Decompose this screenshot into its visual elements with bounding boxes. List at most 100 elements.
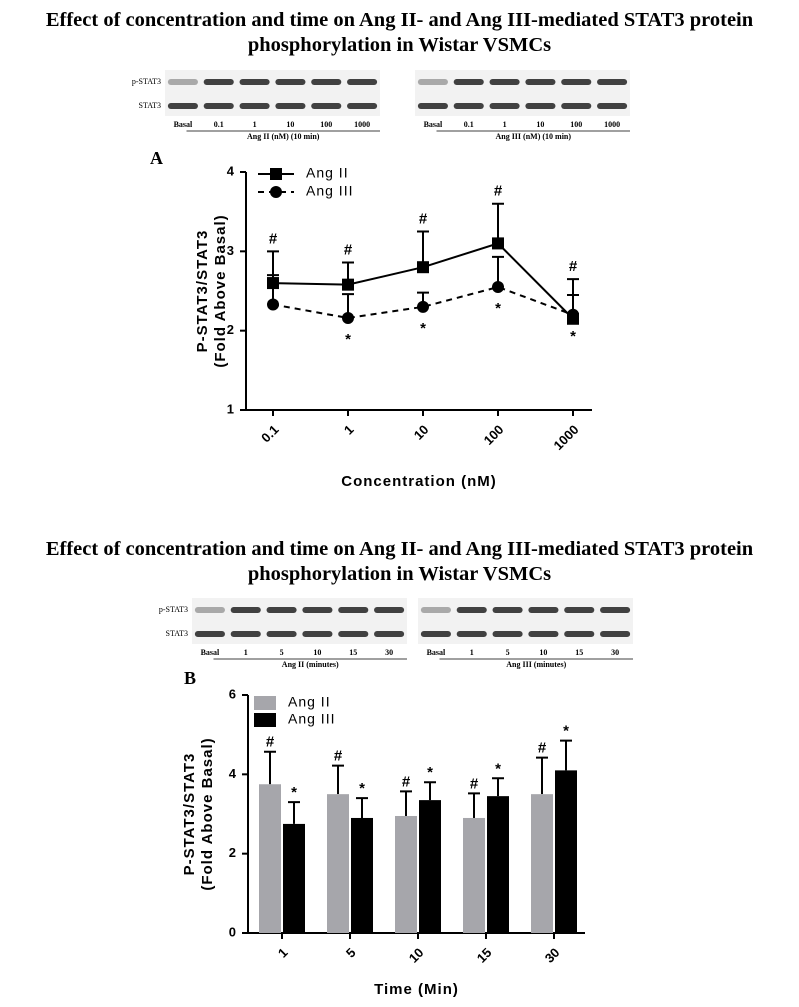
bar bbox=[555, 770, 577, 933]
blot-band bbox=[453, 103, 484, 109]
error-bar bbox=[332, 764, 344, 795]
bar bbox=[327, 794, 349, 933]
lane-label: 10 bbox=[313, 648, 321, 657]
annotation: * bbox=[420, 320, 426, 337]
blot-band bbox=[266, 607, 297, 613]
blot-band bbox=[561, 79, 592, 85]
marker bbox=[417, 300, 429, 313]
error-bar bbox=[400, 790, 412, 816]
y-tick-label: 1 bbox=[227, 401, 234, 416]
blot-band bbox=[194, 631, 225, 637]
annotation: * bbox=[291, 784, 297, 801]
y-tick-label: 4 bbox=[227, 163, 235, 178]
annotation: # bbox=[269, 230, 278, 247]
annotation: # bbox=[419, 210, 428, 227]
marker bbox=[342, 311, 354, 324]
error-bar bbox=[264, 750, 276, 785]
blot-band bbox=[239, 79, 270, 85]
lane-label: 1 bbox=[470, 648, 474, 657]
x-tick-label: 1 bbox=[341, 422, 357, 438]
blot-band bbox=[194, 607, 225, 613]
chart-title: Effect of concentration and time on Ang … bbox=[45, 538, 754, 585]
legend-marker bbox=[270, 186, 282, 198]
bar bbox=[283, 823, 305, 933]
bar bbox=[419, 800, 441, 933]
annotation: # bbox=[266, 734, 275, 751]
x-tick-label: 10 bbox=[406, 945, 427, 966]
error-bar bbox=[288, 801, 300, 824]
annotation: * bbox=[563, 723, 569, 740]
bar bbox=[351, 817, 373, 933]
lane-label: 0.1 bbox=[464, 120, 474, 129]
y-axis-label: (Fold Above Basal) bbox=[199, 737, 216, 890]
blot-band bbox=[230, 631, 261, 637]
lane-label: 15 bbox=[575, 648, 583, 657]
marker bbox=[342, 278, 354, 291]
blot-band bbox=[311, 103, 342, 109]
lane-label: 100 bbox=[320, 120, 332, 129]
lane-label: 30 bbox=[611, 648, 619, 657]
blot-band bbox=[167, 103, 198, 109]
blot-band bbox=[489, 103, 520, 109]
blot-background bbox=[165, 70, 380, 116]
row-label: p-STAT3 bbox=[159, 605, 188, 614]
line bbox=[272, 285, 574, 319]
lane-label: 1000 bbox=[604, 120, 620, 129]
blot-background bbox=[415, 70, 630, 116]
x-tick-label: 1 bbox=[275, 945, 291, 961]
bar bbox=[463, 817, 485, 933]
y-axis-label: P-STAT3/STAT3 bbox=[194, 230, 211, 353]
blot-band bbox=[600, 631, 631, 637]
panel-label: A bbox=[150, 148, 163, 168]
blot-band bbox=[600, 607, 631, 613]
blot-background bbox=[418, 598, 633, 644]
blot-band bbox=[525, 103, 556, 109]
marker bbox=[567, 308, 579, 321]
blot-band bbox=[492, 631, 523, 637]
row-label: STAT3 bbox=[166, 629, 188, 638]
error-bar bbox=[560, 739, 572, 771]
blot-band bbox=[417, 103, 448, 109]
legend-label: Ang II bbox=[306, 165, 349, 181]
x-tick-label: 5 bbox=[343, 945, 359, 961]
blot-band bbox=[347, 79, 378, 85]
blot-band bbox=[266, 631, 297, 637]
blot-caption: Ang II (nM) (10 min) bbox=[247, 132, 320, 141]
lane-label: 10 bbox=[539, 648, 547, 657]
blot-caption: Ang II (minutes) bbox=[282, 660, 339, 669]
error-bar bbox=[468, 792, 480, 818]
blot-band bbox=[456, 631, 487, 637]
marker bbox=[267, 298, 279, 311]
blot-band bbox=[453, 79, 484, 85]
lane-label: 1 bbox=[244, 648, 248, 657]
blot-band bbox=[597, 79, 628, 85]
error-bar bbox=[492, 777, 504, 797]
blot-band bbox=[347, 103, 378, 109]
legend-label: Ang III bbox=[306, 183, 353, 199]
annotation: # bbox=[344, 241, 353, 258]
annotation: * bbox=[427, 764, 433, 781]
y-tick-label: 0 bbox=[229, 924, 236, 939]
blot-band bbox=[203, 103, 234, 109]
blot-band bbox=[528, 631, 559, 637]
x-axis-label: Time (Min) bbox=[374, 981, 459, 998]
blot-band bbox=[302, 631, 333, 637]
blot-band bbox=[302, 607, 333, 613]
x-tick-label: 1000 bbox=[550, 422, 581, 453]
blot-caption: Ang III (minutes) bbox=[506, 660, 566, 669]
y-tick-label: 4 bbox=[229, 766, 237, 781]
lane-label: 10 bbox=[286, 120, 294, 129]
blot-band bbox=[564, 607, 595, 613]
y-tick-label: 6 bbox=[229, 686, 236, 701]
panel-label: B bbox=[184, 668, 196, 688]
y-axis-label: (Fold Above Basal) bbox=[212, 214, 229, 367]
lane-label: 10 bbox=[536, 120, 544, 129]
blot-band bbox=[561, 103, 592, 109]
blot-band bbox=[167, 79, 198, 85]
lane-label: Basal bbox=[424, 120, 443, 129]
blot-band bbox=[597, 103, 628, 109]
blot-band bbox=[420, 631, 451, 637]
marker bbox=[417, 261, 429, 274]
error-bar bbox=[424, 781, 436, 801]
